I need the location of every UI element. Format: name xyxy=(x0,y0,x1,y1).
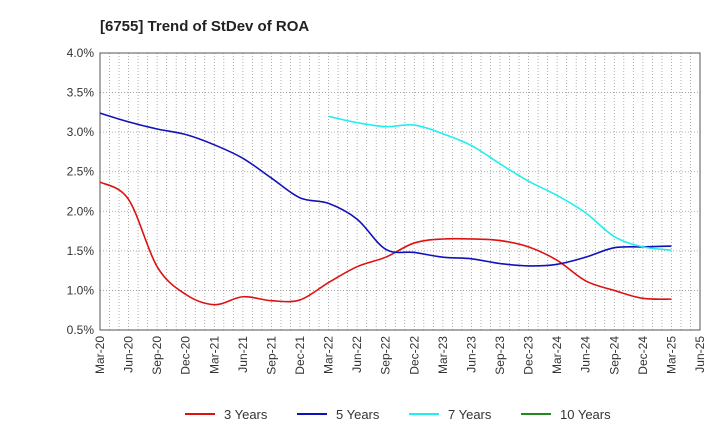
series-line-7-years xyxy=(328,115,672,251)
legend-label: 5 Years xyxy=(336,407,380,422)
chart-title: [6755] Trend of StDev of ROA xyxy=(100,18,309,35)
x-tick-label: Mar-23 xyxy=(436,336,450,374)
x-tick-label: Mar-24 xyxy=(550,336,564,374)
x-tick-label: Dec-21 xyxy=(293,336,307,375)
x-tick-label: Sep-23 xyxy=(493,336,507,375)
legend-label: 7 Years xyxy=(448,407,492,422)
y-tick-label: 2.5% xyxy=(67,165,95,179)
y-tick-label: 3.0% xyxy=(67,125,95,139)
x-tick-label: Sep-21 xyxy=(264,336,278,375)
x-tick-label: Dec-20 xyxy=(179,336,193,375)
x-tick-label: Dec-23 xyxy=(522,336,536,375)
x-tick-label: Mar-22 xyxy=(322,336,336,374)
x-tick-label: Mar-25 xyxy=(664,336,678,374)
x-tick-label: Jun-20 xyxy=(122,336,136,373)
x-tick-label: Jun-25 xyxy=(693,336,707,373)
y-tick-label: 1.0% xyxy=(67,283,95,297)
x-tick-label: Dec-22 xyxy=(407,336,421,375)
x-tick-label: Jun-23 xyxy=(464,336,478,373)
x-tick-label: Sep-22 xyxy=(379,336,393,375)
x-tick-label: Dec-24 xyxy=(636,336,650,375)
series-line-5-years xyxy=(99,112,672,267)
series-line-3-years xyxy=(99,181,672,306)
plot-area: 0.5% 1.0% 1.5% 2.0% 2.5% 3.0% 3.5% 4.0% Mar-20 Ju… xyxy=(67,46,707,375)
x-tick-label: Jun-21 xyxy=(236,336,250,373)
y-tick-label: 4.0% xyxy=(67,46,95,60)
plot-border xyxy=(99,52,701,331)
x-tick-label: Sep-20 xyxy=(150,336,164,375)
x-tick-label: Jun-22 xyxy=(350,336,364,373)
y-tick-label: 3.5% xyxy=(67,86,95,100)
y-tick-label: 2.0% xyxy=(67,204,95,218)
x-tick-label: Jun-24 xyxy=(579,336,593,373)
x-tick-label: Mar-20 xyxy=(93,336,107,374)
x-tick-label: Mar-21 xyxy=(207,336,221,374)
legend: 3 Years 5 Years 7 Years 10 Years xyxy=(185,407,611,422)
y-tick-label: 1.5% xyxy=(67,244,95,258)
legend-label: 10 Years xyxy=(560,407,611,422)
y-tick-label: 0.5% xyxy=(67,323,95,337)
legend-label: 3 Years xyxy=(224,407,268,422)
x-tick-label: Sep-24 xyxy=(607,336,621,375)
